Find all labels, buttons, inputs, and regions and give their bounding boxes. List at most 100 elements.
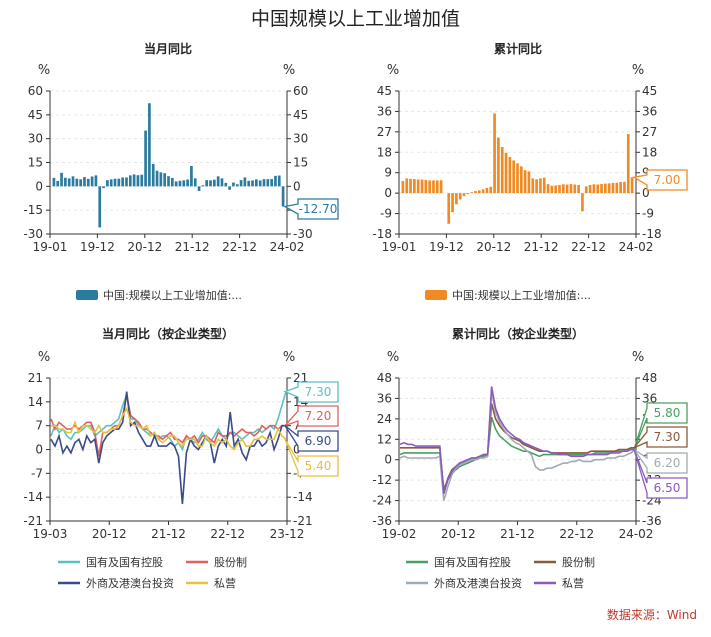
bar (258, 180, 262, 187)
series-line (50, 391, 286, 505)
legend-label: 股份制 (562, 556, 595, 569)
x-tick-label: 22-12 (210, 527, 245, 541)
legend-swatch (425, 290, 447, 300)
chart-panel-4: 累计同比（按企业类型）%%484836362424121200-12-12-24… (372, 326, 688, 590)
bar (232, 182, 235, 187)
unit-left: % (38, 63, 50, 78)
bar (174, 181, 178, 187)
bar (596, 184, 600, 194)
y-tick-left: -14 (23, 490, 43, 504)
bar (136, 175, 140, 187)
bar (182, 180, 186, 187)
x-tick-label: 21-12 (151, 527, 186, 541)
y-tick-left: 30 (28, 132, 43, 146)
bar (247, 180, 251, 187)
y-tick-left: 21 (28, 371, 43, 385)
bar (462, 193, 466, 197)
bar (60, 172, 63, 187)
bar (409, 178, 412, 194)
y-tick-left: -21 (23, 514, 43, 528)
bar (416, 179, 420, 194)
value-callout (633, 448, 688, 474)
bar (178, 180, 182, 187)
bar (519, 166, 523, 194)
bar (71, 176, 75, 187)
bar (626, 134, 630, 194)
bar (128, 175, 132, 187)
bar (281, 186, 285, 207)
bar (121, 177, 125, 187)
x-tick-label: 21-12 (175, 240, 210, 254)
bar (401, 181, 405, 194)
chart-title: 累计同比 (494, 41, 542, 56)
bar (201, 185, 205, 187)
legend-label: 股份制 (214, 556, 247, 569)
value-callout (284, 425, 339, 452)
bar (527, 171, 531, 194)
y-tick-right: -14 (293, 490, 313, 504)
y-tick-left: 60 (28, 84, 43, 98)
bar (277, 175, 281, 187)
bar (489, 186, 493, 194)
bar (565, 184, 569, 194)
series-line (50, 394, 286, 457)
x-tick-label: 19-01 (33, 240, 68, 254)
bar (447, 193, 451, 224)
series-line (50, 391, 287, 452)
bar (220, 178, 224, 187)
y-tick-left: 36 (377, 104, 392, 118)
bar (106, 180, 109, 187)
bar (163, 173, 167, 187)
unit-right: % (632, 350, 644, 365)
x-tick-label: 20-12 (441, 527, 476, 541)
y-tick-right: 48 (642, 371, 657, 385)
bar (455, 193, 458, 205)
bar (159, 172, 163, 187)
x-tick-label: 21-12 (500, 527, 535, 541)
x-tick-label: 19-12 (80, 240, 115, 254)
y-tick-right: 45 (642, 84, 657, 98)
y-tick-left: 7 (35, 419, 43, 433)
bar (619, 182, 622, 194)
bar (474, 191, 477, 194)
series-line (51, 406, 287, 451)
chart-panel-1: 当月同比%%606045453030151500-15-15-30-3019-0… (23, 41, 339, 302)
x-tick-label: 19-01 (382, 240, 417, 254)
x-tick-label: 22-12 (222, 240, 257, 254)
unit-left: % (38, 350, 50, 365)
bar (554, 185, 558, 194)
bar (523, 170, 527, 194)
bar (546, 184, 550, 194)
x-tick-label: 19-12 (429, 240, 464, 254)
unit-right: % (283, 63, 295, 78)
bar (588, 184, 592, 194)
y-tick-left: 0 (384, 453, 392, 467)
y-tick-left: -12 (372, 473, 392, 487)
bar (561, 184, 565, 194)
bar (235, 184, 239, 187)
value-callout-label: 5.40 (305, 459, 332, 473)
y-tick-left: 27 (377, 125, 392, 139)
series-line (400, 403, 635, 493)
bar (197, 186, 201, 191)
bar (144, 130, 147, 187)
bar (581, 193, 584, 212)
bar (604, 183, 607, 194)
bar (428, 180, 431, 194)
series-line (399, 391, 636, 501)
x-tick-label: 19-03 (33, 527, 68, 541)
bar (550, 185, 554, 194)
bar (600, 184, 603, 194)
bar (577, 184, 580, 194)
bar (205, 180, 209, 187)
bar (155, 170, 159, 187)
bar (262, 179, 266, 187)
y-tick-right: 9 (642, 166, 650, 180)
chart-title: 当月同比 (144, 41, 192, 56)
bar (170, 177, 174, 187)
x-tick-label: 24-02 (619, 240, 654, 254)
bar (516, 163, 519, 194)
bar (75, 178, 79, 187)
y-tick-left: 9 (384, 166, 392, 180)
series-line (399, 386, 635, 495)
